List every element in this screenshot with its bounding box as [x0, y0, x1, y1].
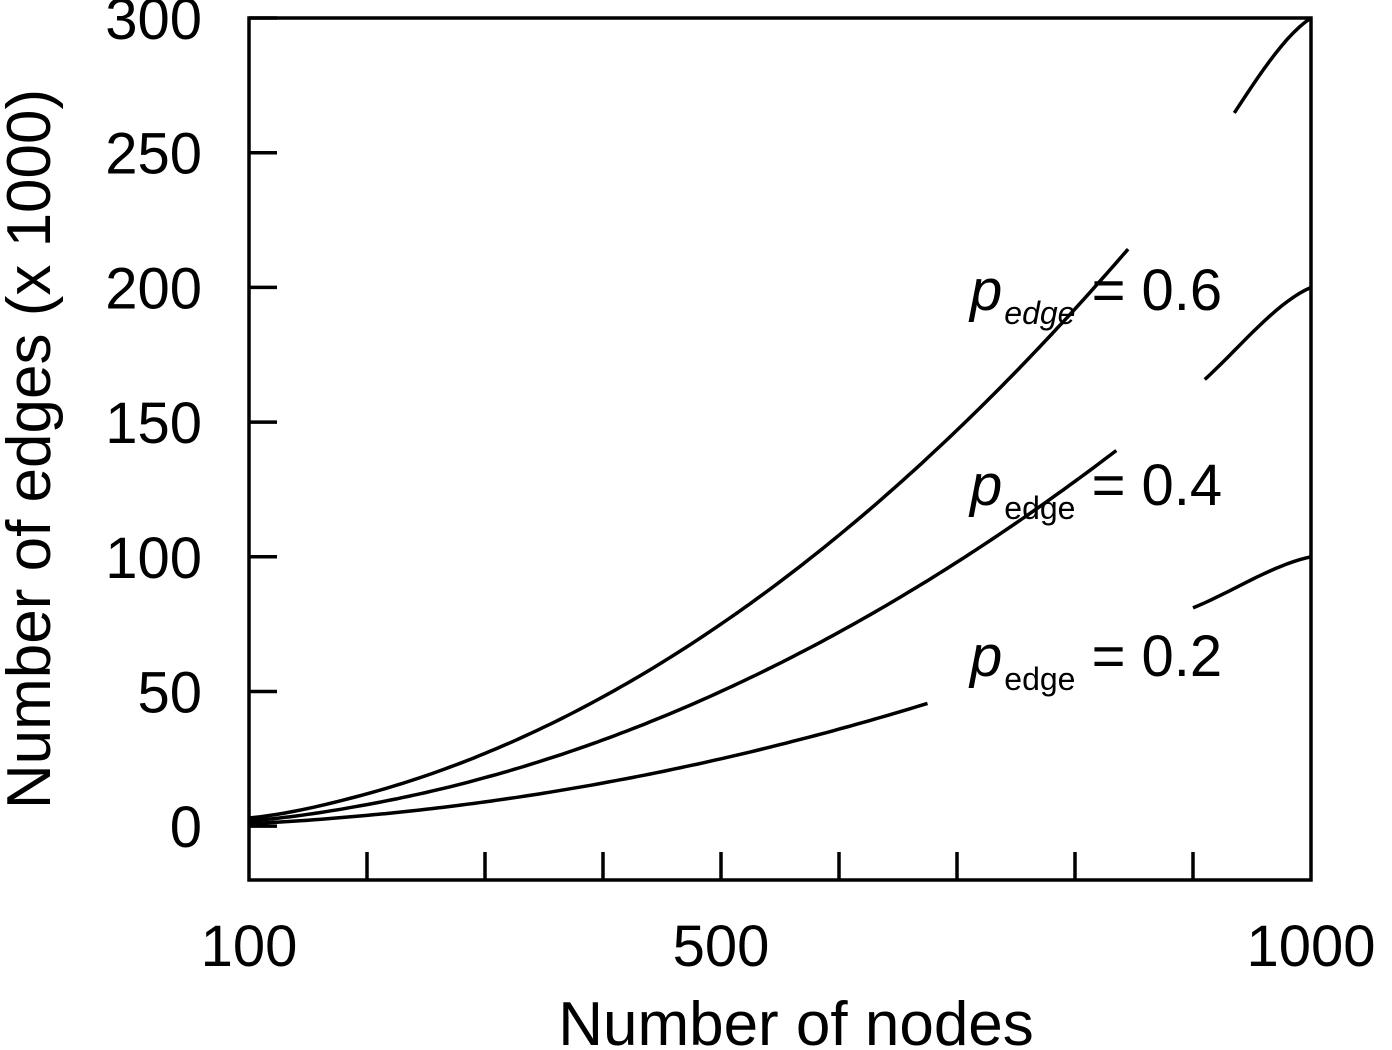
y-axis-title: Number of edges (x 1000) [0, 89, 64, 809]
plot-frame [247, 16, 1313, 882]
label-layer: pedge = 0.6 pedge = 0.4 pedge = 0.2 [968, 258, 1222, 697]
y-tick-label-250: 250 [105, 122, 202, 187]
series-label-0: pedge = 0.6 [968, 258, 1222, 331]
series-layer [248, 16, 1313, 826]
series-line-0-seg-1 [1232, 16, 1313, 114]
y-tick-label-100: 100 [105, 526, 202, 591]
x-tick-label-1000: 1000 [1246, 914, 1375, 979]
series-line-1-seg-1 [1203, 285, 1312, 381]
series-line-2-seg-1 [1192, 555, 1312, 610]
x-tick-label-100: 100 [201, 914, 298, 979]
y-tick-label-0: 0 [170, 795, 202, 860]
series-label-1: pedge = 0.4 [968, 453, 1222, 526]
x-axis-title: Number of nodes [558, 990, 1034, 1050]
y-tick-label-150: 150 [105, 391, 202, 456]
y-tick-label-300: 300 [105, 0, 202, 52]
series-line-1-seg-0 [248, 449, 1118, 823]
series-line-2-seg-0 [248, 701, 929, 826]
series-label-2: pedge = 0.2 [968, 624, 1222, 697]
tick-layer: 0 50 100 150 200 250 300 100 500 1000 [105, 0, 1375, 979]
x-tick-label-500: 500 [673, 914, 770, 979]
y-tick-label-200: 200 [105, 256, 202, 321]
series-line-0-seg-0 [248, 247, 1130, 820]
y-tick-label-50: 50 [137, 660, 202, 725]
